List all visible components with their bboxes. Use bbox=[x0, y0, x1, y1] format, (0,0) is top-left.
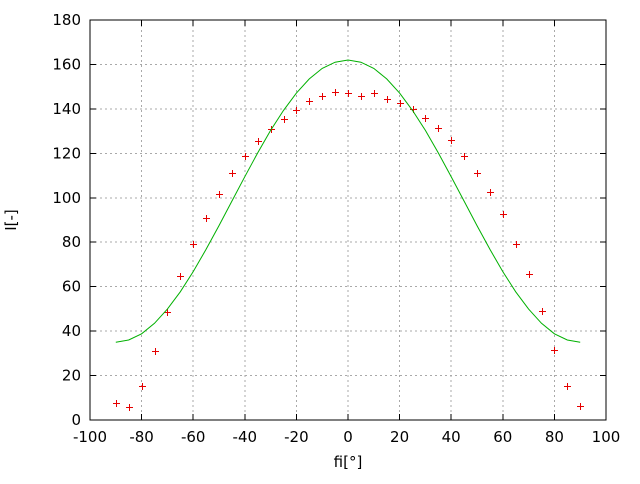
y-tick-label: 60 bbox=[62, 278, 81, 296]
y-axis-label: I[-] bbox=[2, 209, 20, 231]
data-point-plus-marker bbox=[487, 189, 494, 196]
data-point-plus-marker bbox=[358, 93, 365, 100]
data-point-plus-marker bbox=[474, 170, 481, 177]
y-tick-label: 120 bbox=[52, 144, 81, 162]
y-tick-label: 100 bbox=[52, 189, 81, 207]
data-point-plus-marker bbox=[577, 403, 584, 410]
data-point-plus-marker bbox=[113, 400, 120, 407]
data-series bbox=[113, 59, 584, 411]
x-tick-label: 80 bbox=[545, 428, 564, 446]
data-point-plus-marker bbox=[448, 137, 455, 144]
x-axis-label: fi[°] bbox=[334, 453, 363, 471]
data-point-plus-marker bbox=[126, 404, 133, 411]
data-point-plus-marker bbox=[242, 153, 249, 160]
data-point-plus-marker bbox=[177, 273, 184, 280]
x-tick-label: 20 bbox=[390, 428, 409, 446]
y-tick-label: 20 bbox=[62, 367, 81, 385]
x-tick-label: 40 bbox=[442, 428, 461, 446]
y-tick-label: 180 bbox=[52, 11, 81, 29]
data-point-plus-marker bbox=[539, 308, 546, 315]
data-point-plus-marker bbox=[332, 89, 339, 96]
data-point-plus-marker bbox=[371, 90, 378, 97]
data-point-plus-marker bbox=[384, 96, 391, 103]
x-tick-label: 0 bbox=[343, 428, 353, 446]
data-point-plus-marker bbox=[139, 383, 146, 390]
grid-lines bbox=[90, 20, 606, 420]
x-tick-label: -40 bbox=[233, 428, 258, 446]
data-point-plus-marker bbox=[500, 211, 507, 218]
x-tick-label: -100 bbox=[73, 428, 107, 446]
data-point-plus-marker bbox=[526, 271, 533, 278]
data-point-plus-marker bbox=[164, 309, 171, 316]
x-tick-label: 100 bbox=[592, 428, 621, 446]
data-point-plus-marker bbox=[281, 116, 288, 123]
data-point-plus-marker bbox=[306, 98, 313, 105]
x-tick-label: 60 bbox=[493, 428, 512, 446]
series-model-curve-line bbox=[115, 59, 581, 343]
y-tick-label: 160 bbox=[52, 55, 81, 73]
x-tick-label: -80 bbox=[129, 428, 154, 446]
y-tick-label: 140 bbox=[52, 100, 81, 118]
data-point-plus-marker bbox=[513, 241, 520, 248]
data-point-plus-marker bbox=[551, 347, 558, 354]
y-tick-label: 80 bbox=[62, 233, 81, 251]
data-point-plus-marker bbox=[319, 93, 326, 100]
data-point-plus-marker bbox=[203, 215, 210, 222]
data-point-plus-marker bbox=[216, 191, 223, 198]
data-point-plus-marker bbox=[152, 348, 159, 355]
y-tick-label: 40 bbox=[62, 322, 81, 340]
series-measured-points bbox=[113, 89, 584, 411]
x-tick-label: -20 bbox=[284, 428, 309, 446]
plot-border bbox=[89, 19, 607, 421]
data-point-plus-marker bbox=[345, 90, 352, 97]
data-point-plus-marker bbox=[564, 383, 571, 390]
data-point-plus-marker bbox=[397, 100, 404, 107]
data-point-plus-marker bbox=[422, 115, 429, 122]
data-point-plus-marker bbox=[293, 107, 300, 114]
data-point-plus-marker bbox=[190, 241, 197, 248]
data-point-plus-marker bbox=[461, 153, 468, 160]
data-point-plus-marker bbox=[255, 138, 262, 145]
y-tick-label: 0 bbox=[71, 411, 81, 429]
data-point-plus-marker bbox=[229, 170, 236, 177]
x-tick-label: -60 bbox=[181, 428, 206, 446]
data-point-plus-marker bbox=[435, 125, 442, 132]
tick-labels: -100 -80 -60 -40 -20 0 20 40 60 80 100 0 20 40 60 80 100… bbox=[52, 11, 620, 446]
